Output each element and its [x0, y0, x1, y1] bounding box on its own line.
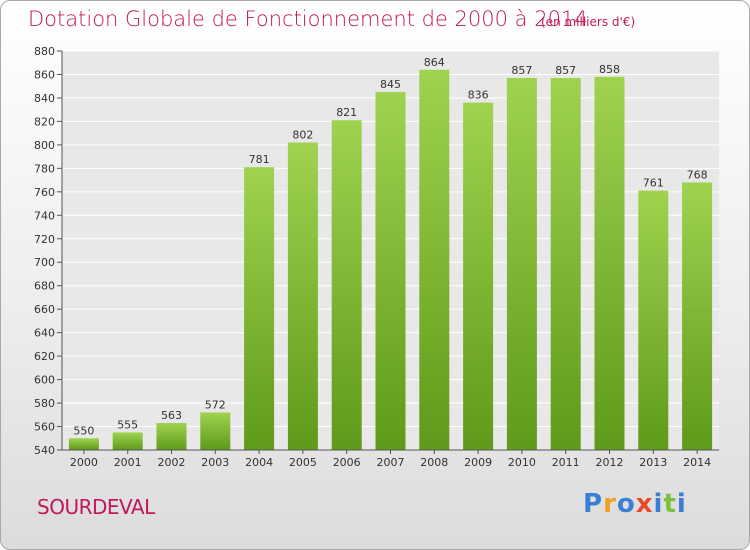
y-tick-label: 740: [34, 209, 55, 222]
data-label: 845: [380, 78, 401, 91]
x-tick-label: 2011: [552, 456, 580, 469]
chart-frame: Dotation Globale de Fonctionnement de 20…: [0, 0, 750, 550]
x-tick-label: 2001: [114, 456, 142, 469]
x-axis: 2000 2001 2002 2003 2004 2005 2006 2007 2008 2009…: [62, 450, 719, 469]
data-label: 563: [161, 409, 182, 422]
data-label: 550: [73, 424, 94, 437]
y-tick-label: 540: [34, 444, 55, 457]
y-tick-label: 660: [34, 303, 55, 316]
data-label: 781: [249, 153, 270, 166]
bar-2003: [200, 412, 230, 450]
data-label: 572: [205, 398, 226, 411]
bar-2000: [69, 438, 99, 450]
logo-letter: i: [677, 489, 687, 519]
logo-letter: t: [663, 489, 676, 519]
y-tick-label: 860: [34, 68, 55, 81]
bar-2004: [244, 167, 274, 450]
y-tick-label: 560: [34, 421, 55, 434]
bar-2010: [507, 78, 537, 450]
data-label: 768: [687, 168, 708, 181]
data-label: 857: [511, 64, 532, 77]
x-tick-label: 2014: [683, 456, 711, 469]
y-tick-label: 840: [34, 92, 55, 105]
x-tick-label: 2009: [464, 456, 492, 469]
data-label: 858: [599, 63, 620, 76]
data-label: 821: [336, 106, 357, 119]
y-tick-label: 680: [34, 280, 55, 293]
y-tick-label: 620: [34, 350, 55, 363]
data-label: 864: [424, 56, 445, 69]
x-tick-label: 2000: [70, 456, 98, 469]
bar-2007: [376, 92, 406, 450]
logo-letter: o: [617, 489, 636, 519]
y-tick-label: 780: [34, 162, 55, 175]
y-tick-label: 640: [34, 327, 55, 340]
x-tick-label: 2013: [639, 456, 667, 469]
data-label: 555: [117, 418, 138, 431]
bar-chart: 550 555 563 572 781 802 821 845 864 836 857 857 858 7…: [1, 1, 750, 550]
x-tick-label: 2006: [333, 456, 361, 469]
y-tick-label: 580: [34, 397, 55, 410]
bar-2001: [113, 432, 143, 450]
y-tick-label: 820: [34, 115, 55, 128]
bar-2012: [595, 77, 625, 450]
x-tick-label: 2003: [201, 456, 229, 469]
bar-2011: [551, 78, 581, 450]
bar-2013: [638, 191, 668, 450]
x-tick-label: 2010: [508, 456, 536, 469]
data-label: 761: [643, 177, 664, 190]
y-tick-label: 760: [34, 186, 55, 199]
data-label: 836: [468, 89, 489, 102]
y-tick-label: 800: [34, 139, 55, 152]
x-tick-label: 2005: [289, 456, 317, 469]
y-tick-label: 720: [34, 233, 55, 246]
commune-name: SOURDEVAL: [37, 495, 155, 519]
y-tick-label: 700: [34, 256, 55, 269]
bar-2009: [463, 103, 493, 450]
data-label: 857: [555, 64, 576, 77]
logo-letter: P: [583, 489, 603, 519]
bar-2002: [157, 423, 187, 450]
x-tick-label: 2004: [245, 456, 273, 469]
y-tick-label: 880: [34, 45, 55, 58]
x-tick-label: 2002: [158, 456, 186, 469]
logo-letter: x: [636, 489, 654, 519]
x-tick-label: 2008: [420, 456, 448, 469]
bar-2008: [419, 70, 449, 450]
bar-2005: [288, 143, 318, 450]
y-tick-label: 600: [34, 374, 55, 387]
x-tick-label: 2007: [377, 456, 405, 469]
logo-letter: r: [603, 489, 617, 519]
bar-2006: [332, 120, 362, 450]
y-axis: 540 560 580 600 620 640 660 680 700 720 740 760 780 8…: [34, 45, 62, 457]
x-tick-label: 2012: [596, 456, 624, 469]
proxiti-logo: Proxiti: [583, 489, 687, 519]
data-label: 802: [292, 129, 313, 142]
bar-2014: [682, 182, 712, 450]
logo-letter: i: [654, 489, 664, 519]
